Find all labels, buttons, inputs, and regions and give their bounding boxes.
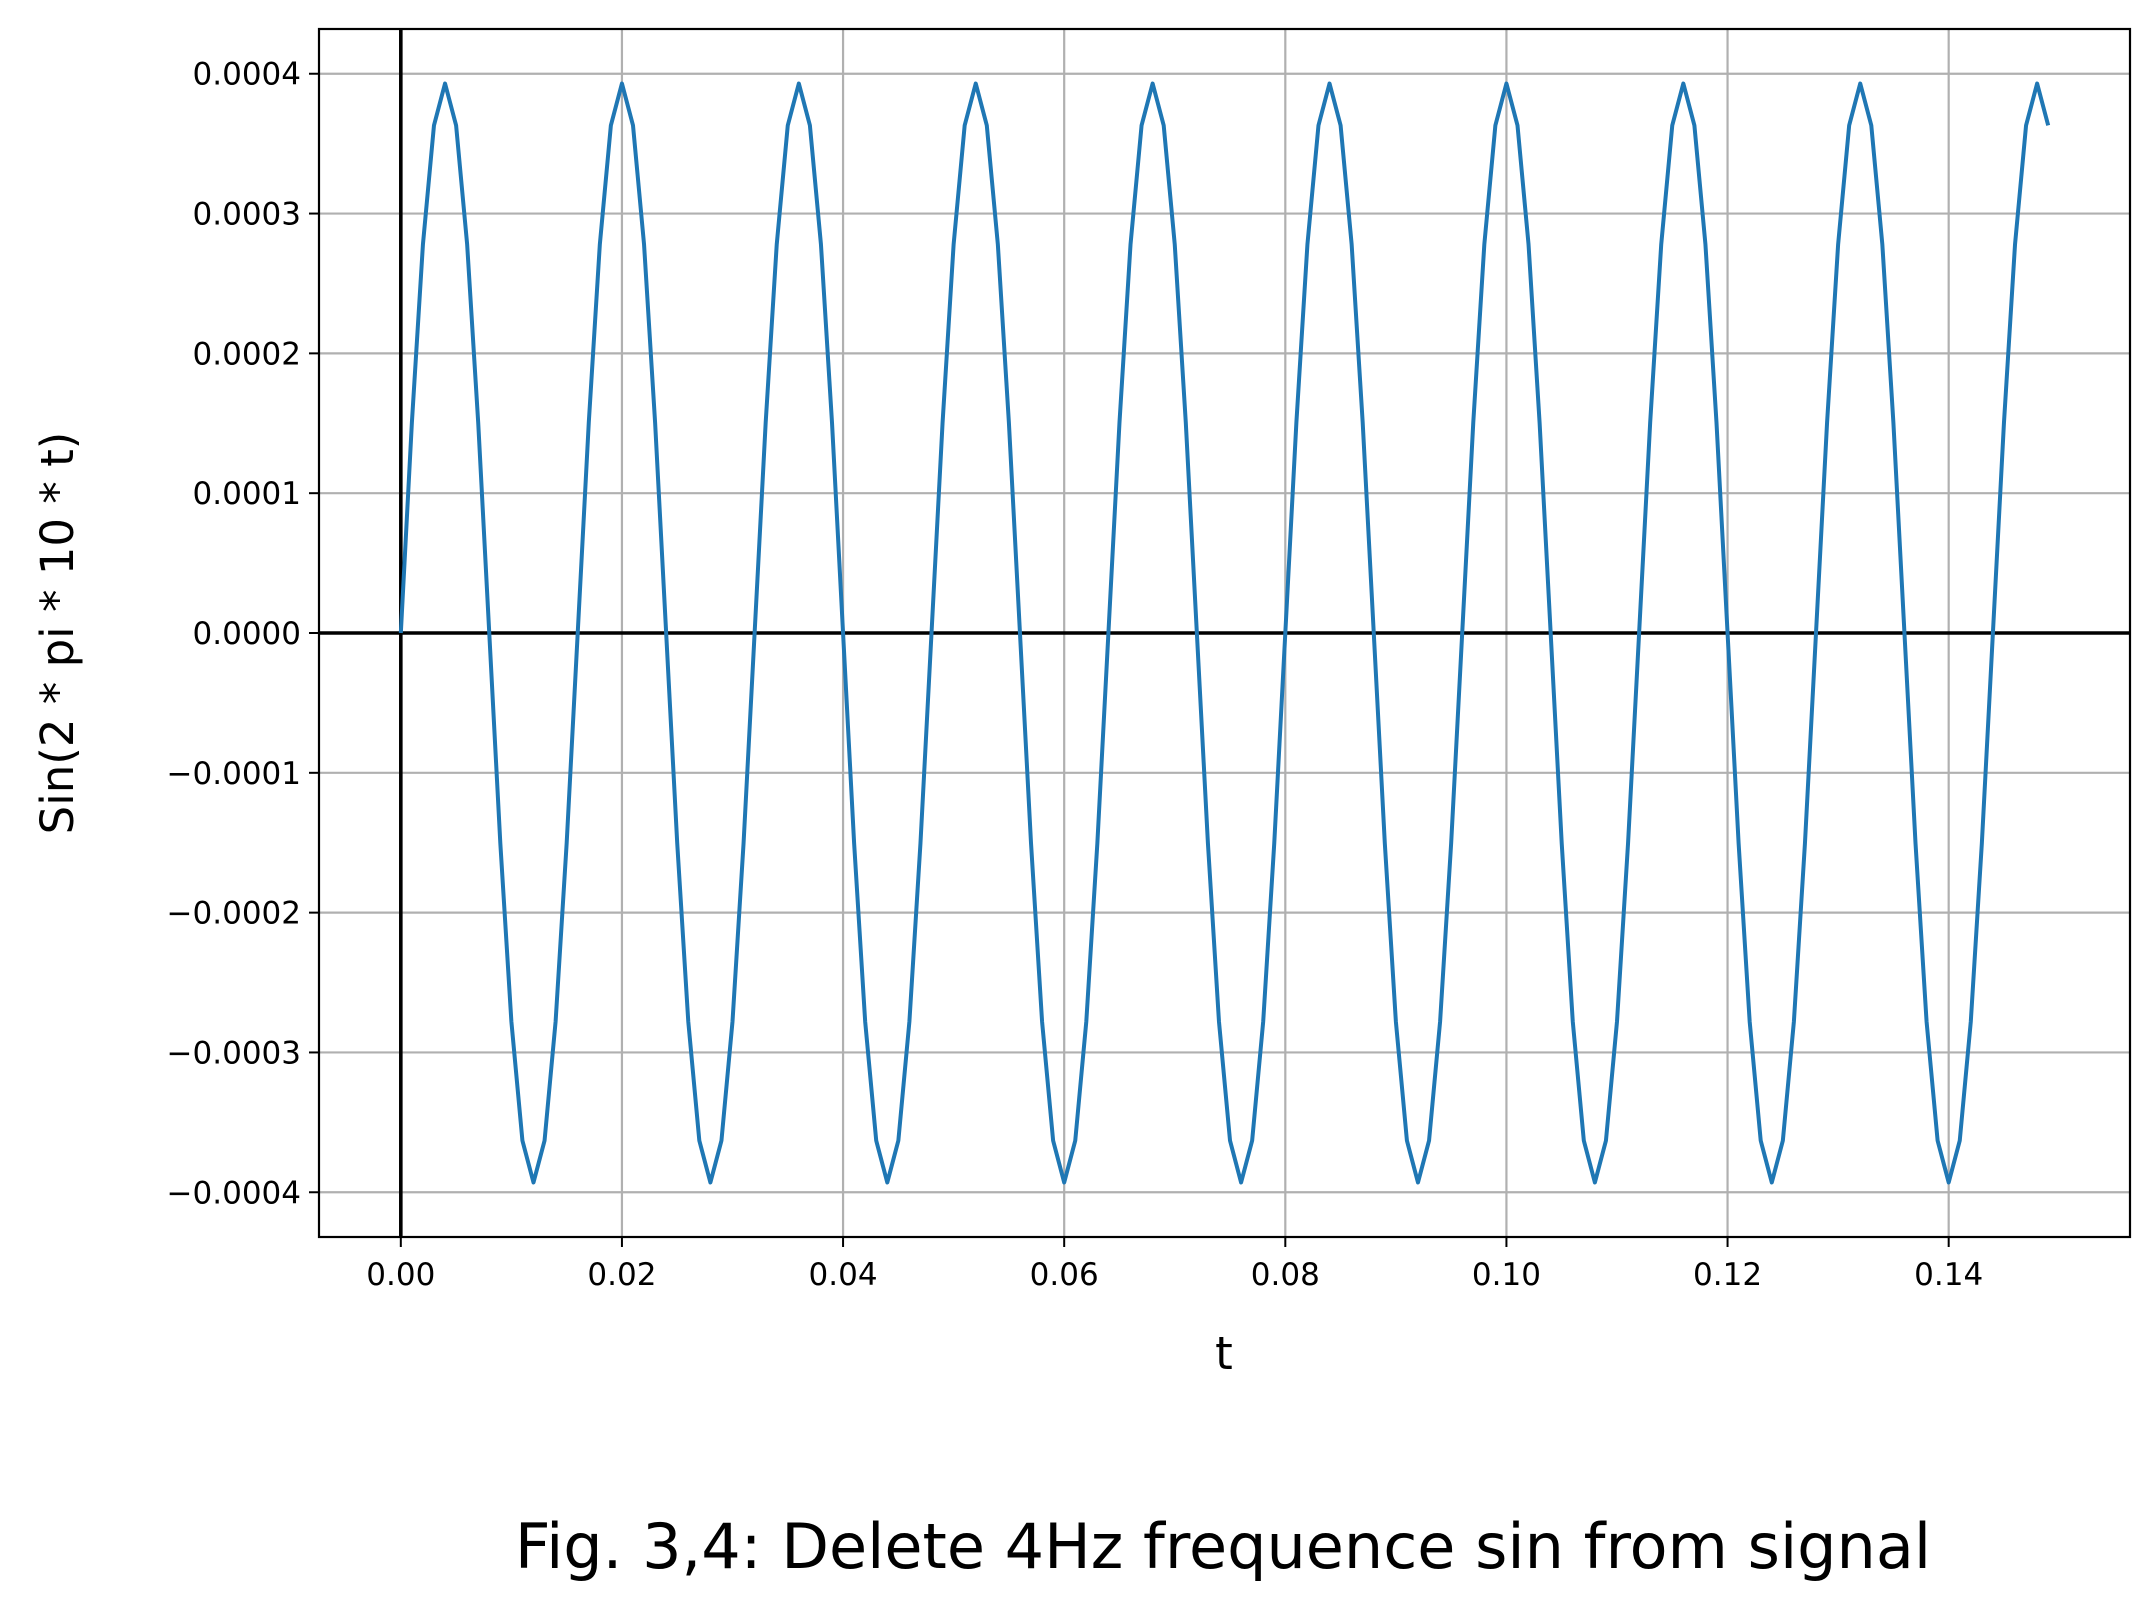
x-tick-label: 0.12 — [1693, 1257, 1762, 1293]
y-tick-label: −0.0002 — [167, 896, 301, 932]
y-tick-label: 0.0000 — [193, 616, 301, 652]
y-tick-label: 0.0001 — [193, 476, 301, 512]
x-tick-label: 0.00 — [366, 1257, 435, 1293]
series-line — [398, 81, 2051, 1185]
x-axis-ticks: 0.00 0.02 0.04 0.06 0.08 0.10 0.12 0.14 — [366, 1237, 1983, 1293]
series-layer — [398, 81, 2051, 1185]
x-tick-label: 0.04 — [809, 1257, 878, 1293]
x-axis-label: t — [1215, 1327, 1233, 1380]
figure-caption: Fig. 3,4: Delete 4Hz frequence sin from … — [515, 1510, 1931, 1583]
x-tick-label: 0.02 — [587, 1257, 656, 1293]
y-tick-label: −0.0001 — [167, 756, 301, 792]
y-tick-label: −0.0004 — [167, 1175, 301, 1211]
y-axis-ticks: 0.0004 0.0003 0.0002 0.0001 0.0000 −0.0001 −0.… — [167, 57, 319, 1211]
reference-lines — [319, 29, 2130, 1237]
y-tick-label: −0.0003 — [167, 1035, 301, 1071]
x-tick-label: 0.08 — [1251, 1257, 1320, 1293]
y-axis-label: Sin(2 * pi * 10 * t) — [31, 432, 84, 835]
y-tick-label: 0.0002 — [193, 336, 301, 372]
x-tick-label: 0.14 — [1914, 1257, 1983, 1293]
y-tick-label: 0.0004 — [193, 57, 301, 93]
y-tick-label: 0.0003 — [193, 197, 301, 233]
x-tick-label: 0.06 — [1030, 1257, 1099, 1293]
x-tick-label: 0.10 — [1472, 1257, 1541, 1293]
